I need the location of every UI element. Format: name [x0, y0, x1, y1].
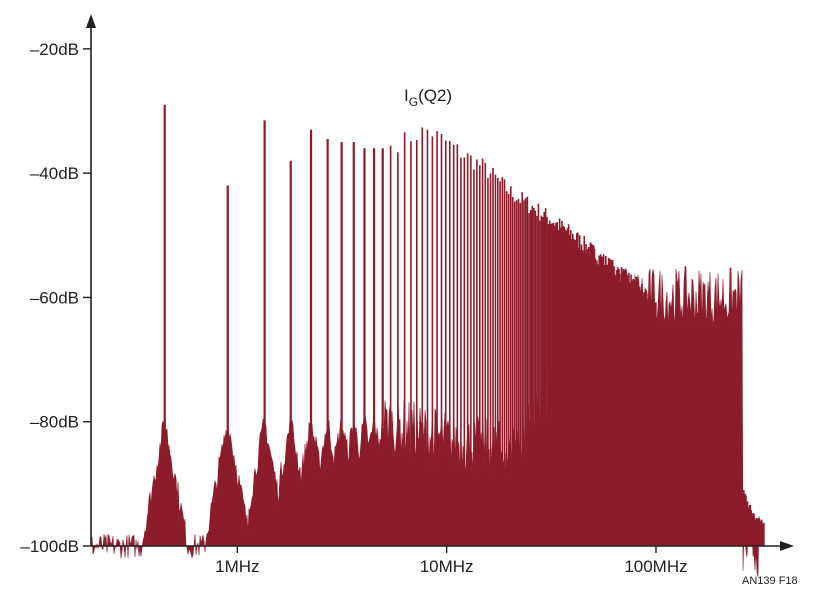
x-axis-arrow-icon: [780, 541, 794, 551]
y-axis-arrow-icon: [86, 14, 96, 28]
x-tick-label: 100MHz: [624, 557, 687, 576]
x-axis-ticks: 1MHz 10MHz 100MHz: [215, 546, 688, 576]
spectrum-series: [90, 104, 765, 577]
noise-floor-area: [90, 265, 763, 577]
series-label-sub: G: [409, 95, 418, 109]
y-tick-label: –40dB: [30, 164, 79, 183]
x-tick-label: 10MHz: [420, 557, 474, 576]
series-label: IG(Q2): [404, 86, 452, 109]
axes: [86, 14, 794, 551]
figure-id: AN139 F18: [742, 575, 798, 587]
y-tick-label: –20dB: [30, 40, 79, 59]
y-axis-ticks: –20dB –40dB –60dB –80dB –100dB: [20, 40, 91, 556]
y-tick-label: –60dB: [30, 288, 79, 307]
series-label-tail: (Q2): [418, 86, 452, 105]
x-tick-label: 1MHz: [215, 557, 259, 576]
y-tick-label: –100dB: [20, 537, 79, 556]
y-tick-label: –80dB: [30, 413, 79, 432]
series-label-main: I: [404, 86, 409, 105]
